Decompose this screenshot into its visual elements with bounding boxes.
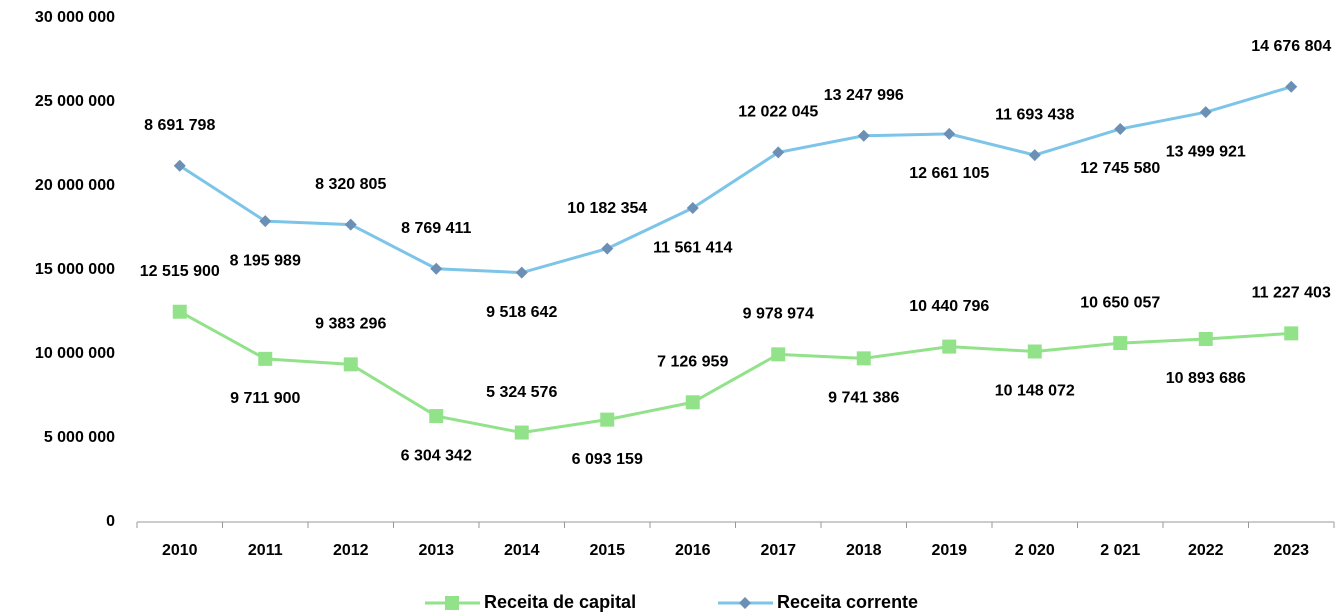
data-label: 14 676 804 bbox=[1251, 38, 1331, 55]
marker bbox=[771, 347, 786, 362]
data-label: 9 383 296 bbox=[315, 316, 386, 333]
data-label: 12 745 580 bbox=[1080, 160, 1160, 177]
marker bbox=[515, 266, 528, 279]
data-label: 9 711 900 bbox=[230, 390, 300, 407]
marker bbox=[343, 357, 358, 372]
marker bbox=[172, 304, 187, 319]
x-tick-label: 2013 bbox=[418, 542, 454, 559]
marker bbox=[445, 596, 459, 610]
data-label: 10 440 796 bbox=[909, 298, 989, 315]
legend-label: Receita de capital bbox=[484, 592, 636, 612]
data-label: 13 247 996 bbox=[824, 87, 904, 104]
marker bbox=[258, 351, 273, 366]
marker bbox=[856, 351, 871, 366]
x-tick-label: 2011 bbox=[248, 542, 283, 559]
marker bbox=[1199, 106, 1212, 119]
marker bbox=[772, 146, 785, 159]
marker bbox=[600, 412, 615, 427]
data-label: 8 320 805 bbox=[315, 176, 386, 193]
marker bbox=[430, 262, 443, 275]
marker bbox=[857, 129, 870, 142]
data-label: 8 691 798 bbox=[144, 117, 215, 134]
x-tick-label: 2 021 bbox=[1100, 542, 1140, 559]
data-label: 7 126 959 bbox=[657, 353, 728, 370]
data-label: 6 093 159 bbox=[572, 451, 643, 468]
marker bbox=[943, 127, 956, 140]
data-label: 9 978 974 bbox=[743, 306, 814, 323]
y-tick-label: 0 bbox=[106, 513, 115, 530]
marker bbox=[1114, 122, 1127, 135]
x-tick-label: 2 020 bbox=[1015, 542, 1055, 559]
y-tick-label: 15 000 000 bbox=[35, 261, 115, 278]
x-tick-label: 2018 bbox=[846, 542, 882, 559]
marker bbox=[601, 242, 614, 255]
x-tick-label: 2019 bbox=[931, 542, 967, 559]
x-tick-label: 2016 bbox=[675, 542, 711, 559]
x-tick-label: 2014 bbox=[504, 542, 540, 559]
data-label: 5 324 576 bbox=[486, 384, 557, 401]
data-label: 11 227 403 bbox=[1252, 285, 1331, 302]
marker bbox=[1198, 331, 1213, 346]
data-label: 11 561 414 bbox=[653, 239, 732, 256]
data-label: 9 518 642 bbox=[486, 304, 557, 321]
marker bbox=[1027, 344, 1042, 359]
y-tick-label: 30 000 000 bbox=[35, 9, 115, 26]
data-label: 10 650 057 bbox=[1080, 294, 1160, 311]
marker bbox=[1113, 336, 1128, 351]
data-label: 10 182 354 bbox=[567, 200, 647, 217]
line bbox=[179, 310, 1292, 435]
marker bbox=[514, 425, 529, 440]
data-label: 11 693 438 bbox=[995, 106, 1074, 123]
marker bbox=[1284, 326, 1299, 341]
x-tick-label: 2010 bbox=[162, 542, 198, 559]
data-label: 6 304 342 bbox=[401, 447, 472, 464]
x-tick-label: 2012 bbox=[333, 542, 369, 559]
data-label: 12 515 900 bbox=[140, 263, 220, 280]
y-tick-label: 20 000 000 bbox=[35, 177, 115, 194]
x-tick-label: 2017 bbox=[760, 542, 796, 559]
data-label: 13 499 921 bbox=[1166, 143, 1246, 160]
marker bbox=[685, 395, 700, 410]
marker bbox=[344, 218, 357, 231]
data-label: 9 741 386 bbox=[828, 390, 899, 407]
x-tick-label: 2015 bbox=[589, 542, 625, 559]
marker bbox=[1285, 80, 1298, 93]
data-label: 12 022 045 bbox=[738, 104, 818, 121]
marker bbox=[686, 202, 699, 215]
data-label: 10 148 072 bbox=[995, 383, 1075, 400]
legend-label: Receita corrente bbox=[777, 592, 918, 612]
x-tick-label: 2023 bbox=[1273, 542, 1309, 559]
y-tick-label: 5 000 000 bbox=[44, 429, 115, 446]
data-label: 8 195 989 bbox=[230, 252, 301, 269]
marker bbox=[942, 339, 957, 354]
data-label: 8 769 411 bbox=[401, 220, 471, 237]
marker bbox=[1028, 149, 1041, 162]
y-tick-label: 10 000 000 bbox=[35, 345, 115, 362]
y-tick-label: 25 000 000 bbox=[35, 93, 115, 110]
marker bbox=[739, 597, 751, 609]
marker bbox=[173, 159, 186, 172]
marker bbox=[429, 409, 444, 424]
line bbox=[178, 85, 1292, 275]
x-tick-label: 2022 bbox=[1188, 542, 1224, 559]
data-label: 10 893 686 bbox=[1166, 370, 1246, 387]
data-label: 12 661 105 bbox=[909, 165, 989, 182]
marker bbox=[259, 215, 272, 228]
